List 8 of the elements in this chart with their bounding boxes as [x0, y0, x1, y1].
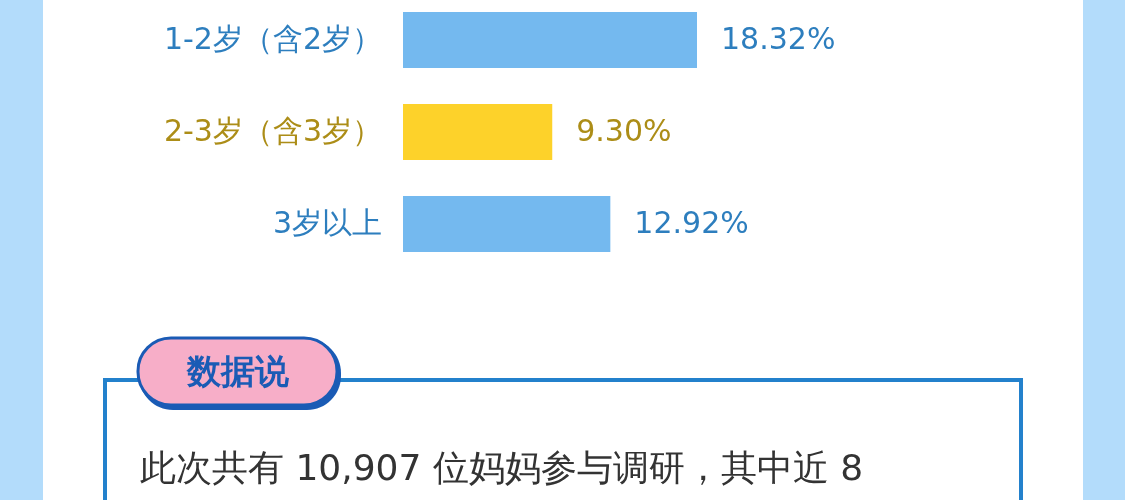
y-tick-label: 3岁以上	[272, 205, 382, 240]
y-tick-label: 2-3岁（含3岁）	[163, 113, 382, 148]
text: 此次共有 10,907 位妈妈参与调研，其中近 8	[140, 447, 864, 488]
data-label: 12.92%	[634, 205, 749, 240]
data-label: 18.32%	[721, 21, 836, 56]
y-tick-label: 1-2岁（含2岁）	[163, 21, 382, 56]
text: 数据说	[186, 351, 289, 391]
data-label: 9.30%	[576, 113, 672, 148]
